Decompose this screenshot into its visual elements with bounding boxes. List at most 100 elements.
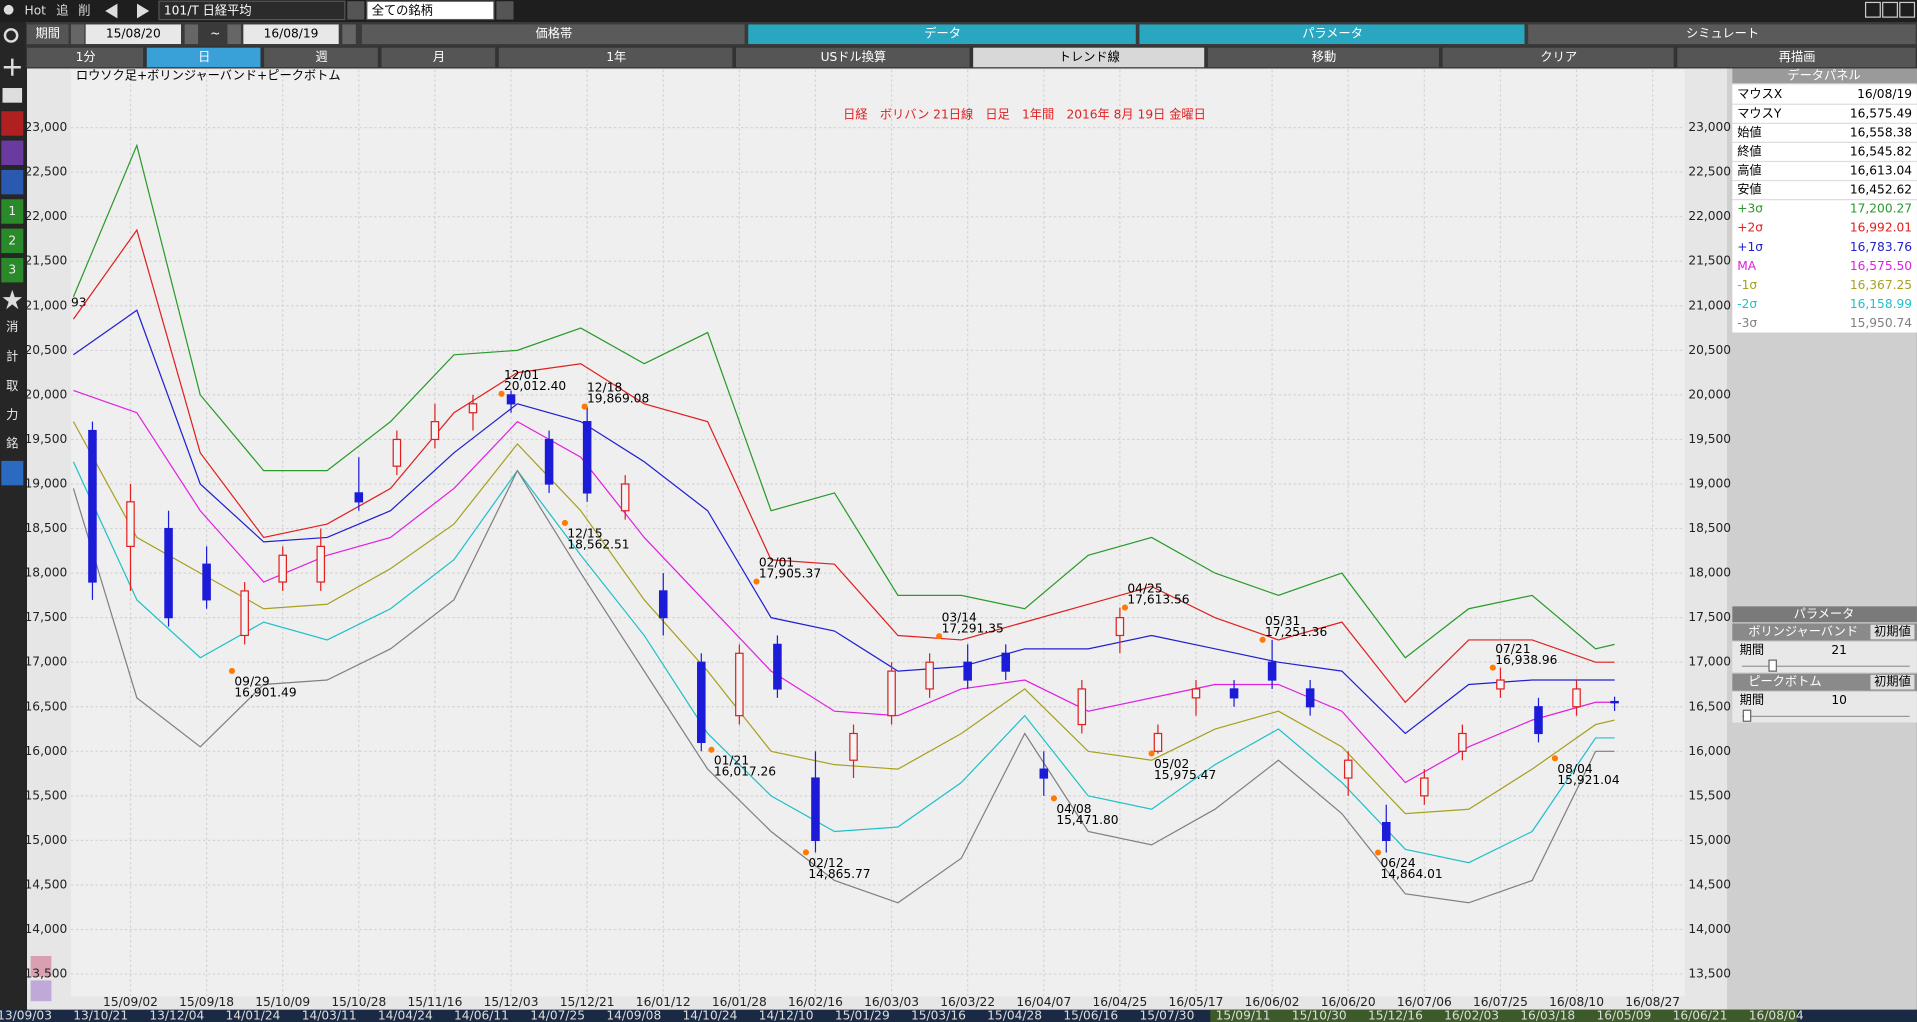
tab[interactable] xyxy=(1139,24,1525,45)
mini-icon[interactable] xyxy=(30,955,52,977)
panel-row-value: 16,575.49 xyxy=(1850,106,1912,120)
dropdown[interactable] xyxy=(347,1,365,20)
period-label: 期間 xyxy=(36,27,60,41)
period-sep: ~ xyxy=(210,27,220,41)
x-tick-label: 16/06/20 xyxy=(1321,995,1376,1009)
tab-label: データ xyxy=(924,26,961,41)
y-tick-label-right: 19,500 xyxy=(1688,432,1731,446)
y-tick-label: 16,000 xyxy=(25,744,68,758)
camera-icon[interactable] xyxy=(2,88,23,103)
interval-button[interactable] xyxy=(1442,47,1674,68)
candle-body xyxy=(1077,688,1087,726)
peak-date: 12/18 xyxy=(587,381,622,395)
next-button[interactable] xyxy=(136,3,150,19)
reset-button[interactable] xyxy=(1870,624,1915,640)
panel-title-bar xyxy=(1732,68,1917,84)
candle-body xyxy=(1420,777,1429,797)
y-tick-label-right: 13,500 xyxy=(1688,967,1731,981)
window-button[interactable] xyxy=(1882,1,1898,18)
interval-button[interactable] xyxy=(1207,47,1439,68)
window-button[interactable] xyxy=(1899,1,1916,18)
filter-input[interactable] xyxy=(366,0,495,21)
panel-row-label: 高値 xyxy=(1737,163,1761,178)
date-text: 15/08/20 xyxy=(106,27,161,41)
sidebar-badge[interactable] xyxy=(1,228,24,254)
peak-marker xyxy=(802,849,810,856)
symbol-input[interactable] xyxy=(158,0,346,21)
panel-band-value: 16,783.76 xyxy=(1850,240,1912,254)
date-input[interactable] xyxy=(243,24,339,45)
panel-row-label: 始値 xyxy=(1737,124,1761,139)
search-icon[interactable] xyxy=(3,28,19,43)
hot-button[interactable]: Hot xyxy=(25,4,47,18)
interval-button[interactable] xyxy=(736,47,970,68)
navigator-date: 15/09/11 xyxy=(1216,1008,1271,1022)
interval-button[interactable] xyxy=(264,47,378,68)
panel-title: データパネル xyxy=(1787,67,1860,82)
x-tick-label: 15/09/18 xyxy=(179,995,234,1009)
arrow-button[interactable] xyxy=(70,24,85,45)
slider-thumb[interactable] xyxy=(1768,659,1777,672)
candle-body xyxy=(1153,732,1163,752)
interval-label: USドル換算 xyxy=(821,49,887,64)
tab[interactable] xyxy=(1528,24,1916,45)
add-button[interactable]: 追 xyxy=(56,3,68,18)
arrow-button[interactable] xyxy=(227,24,241,45)
peak-date: 02/01 xyxy=(759,556,794,570)
settings-icon[interactable] xyxy=(1,460,24,486)
bulb-icon[interactable] xyxy=(3,4,14,15)
interval-button[interactable] xyxy=(146,47,261,68)
crosshair-icon[interactable] xyxy=(3,58,21,76)
prev-button[interactable] xyxy=(105,3,118,19)
chart-subtitle: ロウソク足+ボリンジャーバンド+ピークボトム xyxy=(76,68,341,82)
peak-marker xyxy=(1551,755,1559,762)
peak-label: 20,012.40 xyxy=(504,379,566,393)
mini-icon[interactable] xyxy=(30,980,52,1002)
y-tick-label-right: 16,500 xyxy=(1688,699,1731,713)
peak-label: 17,291.35 xyxy=(942,621,1004,635)
peak-label: 16,017.26 xyxy=(714,764,776,778)
candle-body xyxy=(1572,688,1581,708)
chart-icon[interactable] xyxy=(1,111,24,136)
panel-band-value: 16,158.99 xyxy=(1850,297,1912,311)
param-value: 10 xyxy=(1831,693,1847,707)
interval-button[interactable] xyxy=(1677,47,1916,68)
flag-icon[interactable] xyxy=(1,169,24,195)
param-value: 21 xyxy=(1831,643,1847,657)
panel-band-label: -3σ xyxy=(1737,316,1757,330)
navigator-date: 13/12/04 xyxy=(149,1008,204,1022)
interval-button[interactable] xyxy=(498,47,733,68)
slider-thumb[interactable] xyxy=(1742,709,1752,722)
interval-button[interactable] xyxy=(26,47,144,68)
arrow-button[interactable] xyxy=(342,24,356,45)
navigator-date: 14/01/24 xyxy=(226,1008,281,1022)
candle-body xyxy=(1496,679,1505,690)
dropdown[interactable] xyxy=(496,1,514,20)
param-name: 期間 xyxy=(1740,643,1764,657)
arrow-button[interactable] xyxy=(184,24,199,45)
sidebar-item: 銘 xyxy=(6,435,18,450)
tab[interactable] xyxy=(748,24,1136,45)
navigator-date: 16/06/21 xyxy=(1673,1008,1728,1022)
interval-button[interactable] xyxy=(381,47,496,68)
line-icon[interactable] xyxy=(1,140,24,166)
y-tick-label-right: 15,000 xyxy=(1688,833,1731,847)
candle-body xyxy=(1191,688,1201,699)
peak-date: 01/21 xyxy=(714,753,749,767)
navigator-date: 14/12/10 xyxy=(759,1008,814,1022)
sidebar-item: 計 xyxy=(6,348,18,363)
y-tick-label: 23,000 xyxy=(25,120,68,134)
peak-marker xyxy=(1121,604,1129,611)
star-icon[interactable] xyxy=(2,289,23,310)
delete-button[interactable]: 削 xyxy=(78,4,90,18)
sidebar-badge[interactable] xyxy=(1,199,24,224)
reset-label[interactable]: 初期値 xyxy=(1874,624,1911,639)
reset-label[interactable]: 初期値 xyxy=(1874,674,1911,689)
sidebar-badge[interactable] xyxy=(1,257,24,283)
tab[interactable] xyxy=(361,24,745,45)
window-button[interactable] xyxy=(1864,1,1881,18)
date-input[interactable] xyxy=(85,24,181,45)
reset-button[interactable] xyxy=(1870,674,1915,690)
y-tick-label: 17,500 xyxy=(25,610,68,624)
interval-button[interactable] xyxy=(973,47,1205,68)
